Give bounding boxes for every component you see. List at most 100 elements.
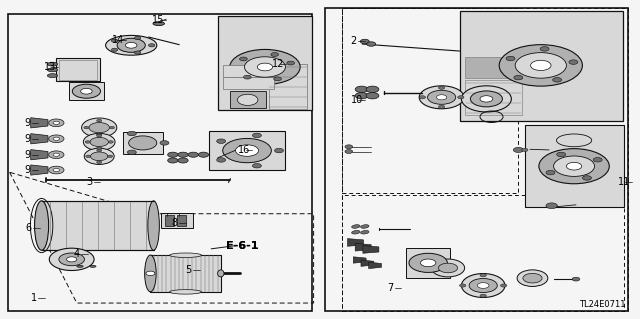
Ellipse shape: [47, 62, 58, 66]
Text: 13: 13: [44, 62, 56, 72]
Circle shape: [97, 119, 102, 122]
Circle shape: [84, 126, 89, 129]
Circle shape: [168, 158, 178, 163]
Text: 9: 9: [24, 118, 31, 128]
Ellipse shape: [360, 230, 369, 234]
Bar: [59, 60, 97, 80]
Text: 7: 7: [387, 283, 394, 293]
Circle shape: [420, 259, 436, 267]
Ellipse shape: [47, 68, 58, 72]
Bar: [465, 57, 522, 78]
Ellipse shape: [77, 265, 83, 267]
Ellipse shape: [153, 22, 164, 26]
Circle shape: [554, 156, 595, 176]
Polygon shape: [369, 262, 381, 269]
Circle shape: [217, 158, 226, 162]
Ellipse shape: [82, 118, 117, 137]
Circle shape: [53, 168, 60, 172]
Circle shape: [513, 147, 524, 152]
Ellipse shape: [84, 148, 114, 165]
Circle shape: [111, 39, 118, 42]
Circle shape: [522, 148, 528, 152]
Circle shape: [146, 271, 155, 276]
Text: 1: 1: [31, 293, 37, 303]
Circle shape: [469, 278, 497, 293]
Circle shape: [275, 148, 284, 153]
Text: E-6-1: E-6-1: [226, 241, 258, 251]
Circle shape: [257, 63, 273, 71]
Circle shape: [438, 86, 445, 89]
Ellipse shape: [170, 253, 202, 257]
Bar: [465, 80, 522, 115]
Circle shape: [460, 284, 466, 287]
Circle shape: [160, 141, 169, 145]
Circle shape: [553, 78, 562, 82]
Circle shape: [86, 155, 91, 158]
Bar: [161, 213, 193, 228]
Circle shape: [244, 57, 285, 77]
Circle shape: [523, 273, 542, 283]
Circle shape: [566, 162, 582, 170]
Circle shape: [572, 277, 580, 281]
Circle shape: [198, 152, 209, 157]
Circle shape: [178, 158, 188, 163]
Circle shape: [148, 44, 155, 47]
Circle shape: [97, 133, 102, 136]
Circle shape: [49, 135, 64, 143]
Circle shape: [97, 149, 102, 152]
Circle shape: [49, 151, 64, 159]
Text: 15: 15: [152, 15, 164, 25]
Circle shape: [593, 158, 602, 162]
Text: 9: 9: [24, 150, 31, 160]
Ellipse shape: [47, 74, 58, 78]
Circle shape: [90, 137, 108, 146]
Text: 16: 16: [238, 145, 250, 155]
Bar: [150, 255, 221, 292]
Circle shape: [252, 133, 261, 137]
Circle shape: [49, 119, 64, 127]
Circle shape: [108, 141, 113, 143]
Ellipse shape: [237, 94, 258, 105]
Circle shape: [217, 139, 226, 144]
Circle shape: [470, 91, 502, 107]
Circle shape: [97, 161, 102, 164]
Circle shape: [188, 152, 198, 157]
Bar: [223, 77, 274, 89]
Bar: [406, 248, 450, 278]
Polygon shape: [31, 118, 48, 128]
Text: 11: 11: [618, 177, 630, 187]
Bar: [460, 11, 623, 121]
Circle shape: [230, 49, 300, 85]
Text: 9: 9: [24, 165, 31, 175]
Circle shape: [90, 152, 108, 161]
Text: 2: 2: [351, 36, 357, 47]
Bar: [342, 8, 628, 311]
Circle shape: [108, 155, 113, 158]
Text: 8: 8: [172, 218, 178, 228]
Circle shape: [480, 294, 486, 297]
Ellipse shape: [461, 274, 505, 297]
Bar: [209, 131, 285, 170]
Circle shape: [582, 176, 591, 180]
Bar: [325, 8, 628, 311]
Text: 12: 12: [272, 59, 284, 69]
Bar: [342, 195, 624, 311]
Text: 10: 10: [351, 95, 363, 106]
Ellipse shape: [461, 86, 511, 112]
Circle shape: [244, 75, 252, 79]
Circle shape: [409, 253, 447, 272]
Circle shape: [53, 121, 60, 124]
Circle shape: [458, 96, 464, 99]
Circle shape: [540, 47, 549, 51]
Polygon shape: [361, 260, 374, 266]
Text: 14: 14: [112, 35, 124, 45]
Ellipse shape: [419, 86, 464, 109]
Circle shape: [569, 60, 578, 64]
Circle shape: [125, 42, 137, 48]
Circle shape: [127, 131, 136, 136]
Polygon shape: [355, 243, 371, 251]
Circle shape: [366, 86, 379, 93]
Circle shape: [438, 105, 445, 108]
Circle shape: [477, 283, 489, 288]
Circle shape: [97, 134, 102, 137]
